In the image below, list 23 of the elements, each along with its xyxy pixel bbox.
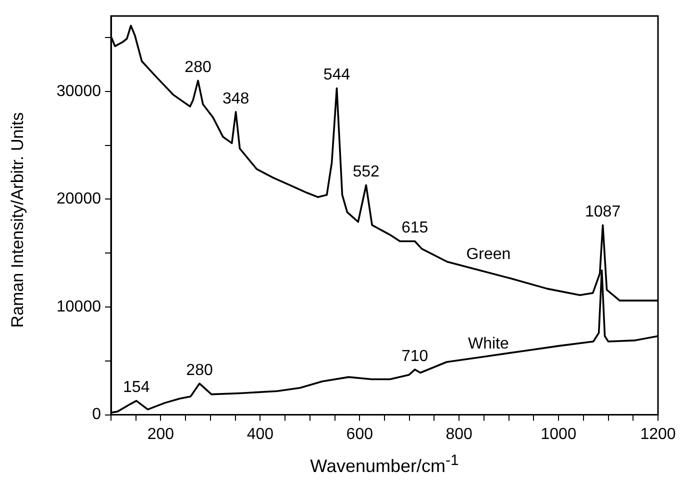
annotation: 280 xyxy=(186,362,213,379)
y-tick-label: 0 xyxy=(92,406,102,424)
x-tick-label: 800 xyxy=(446,426,473,443)
series-label: Green xyxy=(466,246,511,263)
annotation: 544 xyxy=(323,66,350,84)
annotation: 552 xyxy=(352,164,380,181)
annotation: 348 xyxy=(222,90,250,108)
y-tick-label: 10000 xyxy=(56,298,102,316)
annotation: 615 xyxy=(401,220,428,237)
x-tick-label: 400 xyxy=(246,426,274,443)
annotation: 154 xyxy=(123,379,150,396)
series-label: White xyxy=(468,335,509,352)
x-axis-title: Wavenumber/cm$^{-1}$ xyxy=(309,452,460,477)
y-tick-label: 20000 xyxy=(56,190,102,208)
x-tick-label: 1000 xyxy=(540,426,576,443)
annotation: 1087 xyxy=(585,204,621,221)
annotation: 710 xyxy=(401,348,428,365)
x-tick-label: 1200 xyxy=(640,426,676,443)
y-tick-label: 30000 xyxy=(56,82,102,100)
y-axis-title: Raman Intensity/Arbitr. Units xyxy=(8,111,28,330)
annotation: 280 xyxy=(184,59,212,76)
x-tick-label: 200 xyxy=(147,426,174,443)
x-tick-label: 600 xyxy=(346,426,374,443)
